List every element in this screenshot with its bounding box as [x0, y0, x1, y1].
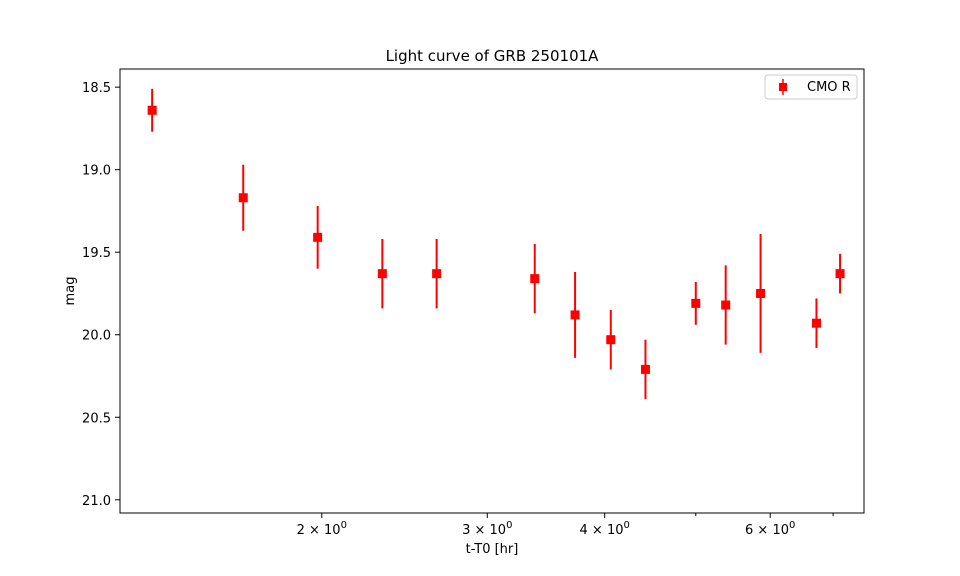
data-point: [313, 232, 323, 242]
y-tick-label: 21.0: [82, 494, 111, 509]
data-point: [570, 310, 580, 320]
y-axis: 18.5 19.0 19.5 20.0 20.5 21.0: [82, 81, 120, 509]
data-point: [835, 269, 845, 279]
data-point: [377, 269, 387, 279]
legend-frame: [764, 74, 858, 100]
data-point: [640, 364, 650, 374]
x-tick-label: 6 × 100: [745, 520, 795, 538]
plot-area: 2 × 100 3 × 100 4 × 100 6 × 100 18.5 19.0 19.…: [82, 68, 865, 538]
legend: CMO R: [764, 74, 858, 100]
data-point: [606, 335, 616, 345]
data-point: [691, 298, 701, 308]
y-tick-label: 20.0: [82, 329, 111, 344]
axes-frame: [119, 68, 865, 514]
x-tick-label: 4 × 100: [580, 520, 630, 538]
x-axis-title: t-T0 [hr]: [466, 542, 519, 557]
y-axis-title: mag: [63, 277, 78, 306]
y-tick-label: 18.5: [82, 81, 111, 96]
x-axis: 2 × 100 3 × 100 4 × 100 6 × 100: [297, 513, 834, 538]
data-point: [721, 300, 731, 310]
data-marks: [147, 88, 845, 400]
data-point: [238, 193, 248, 203]
x-tick-label: 3 × 100: [462, 520, 512, 538]
data-point: [530, 274, 540, 284]
chart-title: Light curve of GRB 250101A: [386, 47, 600, 65]
legend-marker: [779, 83, 787, 91]
data-point: [147, 105, 157, 115]
y-tick-label: 19.5: [82, 246, 111, 261]
y-tick-label: 19.0: [82, 164, 111, 179]
x-tick-label: 2 × 100: [297, 520, 347, 538]
data-point: [756, 288, 766, 298]
y-tick-label: 20.5: [82, 411, 111, 426]
data-point: [811, 318, 821, 328]
data-point: [432, 269, 442, 279]
legend-label: CMO R: [807, 80, 851, 95]
